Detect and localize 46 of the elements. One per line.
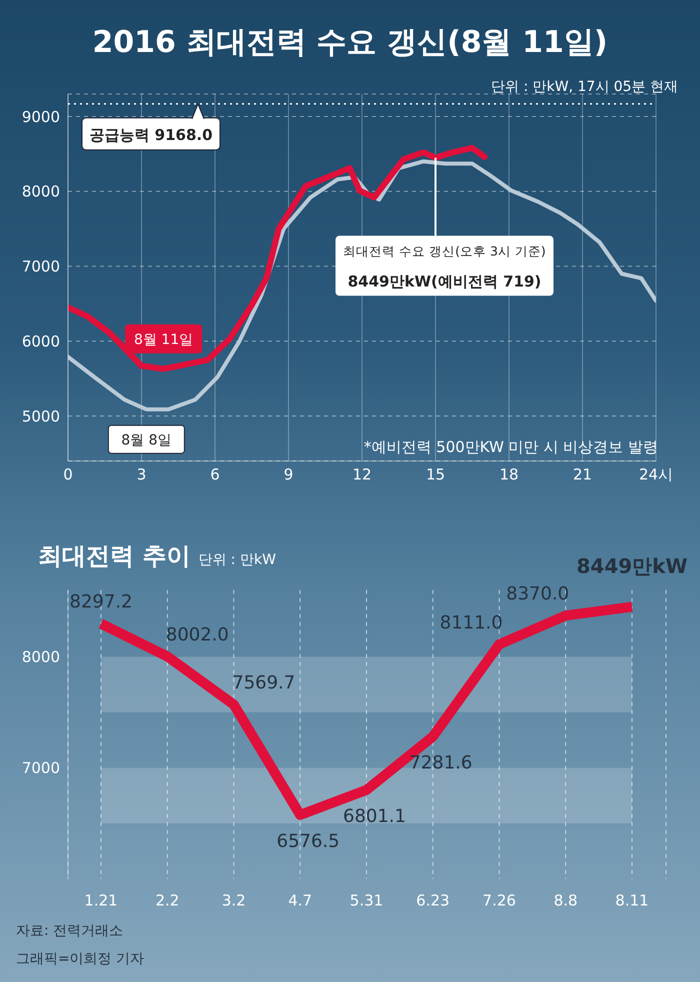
x-tick-label: 6.23 [416,892,450,910]
text: 그래픽=이희정 기자 [16,950,144,968]
text: 자료: 전력거래소 [16,922,124,940]
x-tick-label: 5.31 [350,892,384,910]
x-tick-label: 1.21 [84,892,118,910]
x-tick-label: 0 [63,466,73,484]
x-tick-label: 2.2 [155,892,180,910]
annotation: 8449만kW(예비전력 719) [348,272,542,291]
data-label: 8002.0 [166,624,229,646]
chart-subtitle: 단위 : 만kW [198,552,276,568]
series-label: 8월 11일 [134,332,194,348]
data-label: 8297.2 [70,592,132,613]
data-label: 7281.6 [409,752,472,774]
data-label: 6801.1 [343,806,406,827]
x-tick-label: 6 [210,466,220,484]
x-tick-label: 9 [284,466,294,484]
x-tick-label: 3 [136,466,146,484]
x-tick-label: 7.26 [482,892,516,910]
data-label: 8111.0 [440,612,503,634]
y-tick-label: 8000 [22,648,60,666]
x-tick-label: 8.8 [554,892,578,910]
y-tick-label: 7000 [22,759,60,778]
data-label: 6576.5 [276,830,340,852]
series-label: 8월 8일 [121,432,172,448]
y-tick-label: 5000 [22,407,60,426]
y-tick-label: 8000 [22,182,60,201]
x-tick-label: 4.7 [288,892,312,910]
chart-subtitle: 단위 : 만kW, 17시 05분 현재 [491,78,678,96]
x-tick-label: 3.2 [222,892,246,910]
ref-line-label: 공급능력 9168.0 [89,126,213,144]
annotation: 최대전력 수요 갱신(오후 3시 기준) [343,244,546,259]
x-tick-label: 18 [499,466,519,484]
y-tick-label: 7000 [22,258,60,276]
data-label: 8449만kW [576,554,688,578]
x-tick-label: 12 [352,466,372,484]
y-tick-label: 9000 [22,108,60,126]
chart-title: 최대전력 추이 [38,542,190,570]
x-tick-label: 21 [572,466,592,484]
data-label: 7569.7 [232,672,296,694]
x-tick-label: 15 [426,466,446,484]
y-tick-label: 6000 [22,332,60,350]
annotation: *예비전력 500만KW 미만 시 비상경보 발령 [364,438,658,457]
x-tick-label: 24시 [638,466,674,484]
chart-title: 2016 최대전력 수요 갱신(8월 11일) [91,24,609,62]
x-tick-label: 8.11 [615,892,649,910]
data-label: 8370.0 [506,584,570,605]
